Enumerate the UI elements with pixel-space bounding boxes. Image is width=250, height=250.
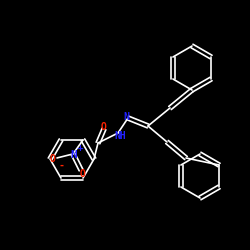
Text: -: - <box>59 161 63 171</box>
Text: O: O <box>50 154 56 164</box>
Text: N: N <box>123 112 129 122</box>
Text: N: N <box>71 150 78 160</box>
Text: O: O <box>80 169 86 179</box>
Text: +: + <box>76 144 84 154</box>
Text: NH: NH <box>114 131 126 141</box>
Text: O: O <box>101 122 107 132</box>
